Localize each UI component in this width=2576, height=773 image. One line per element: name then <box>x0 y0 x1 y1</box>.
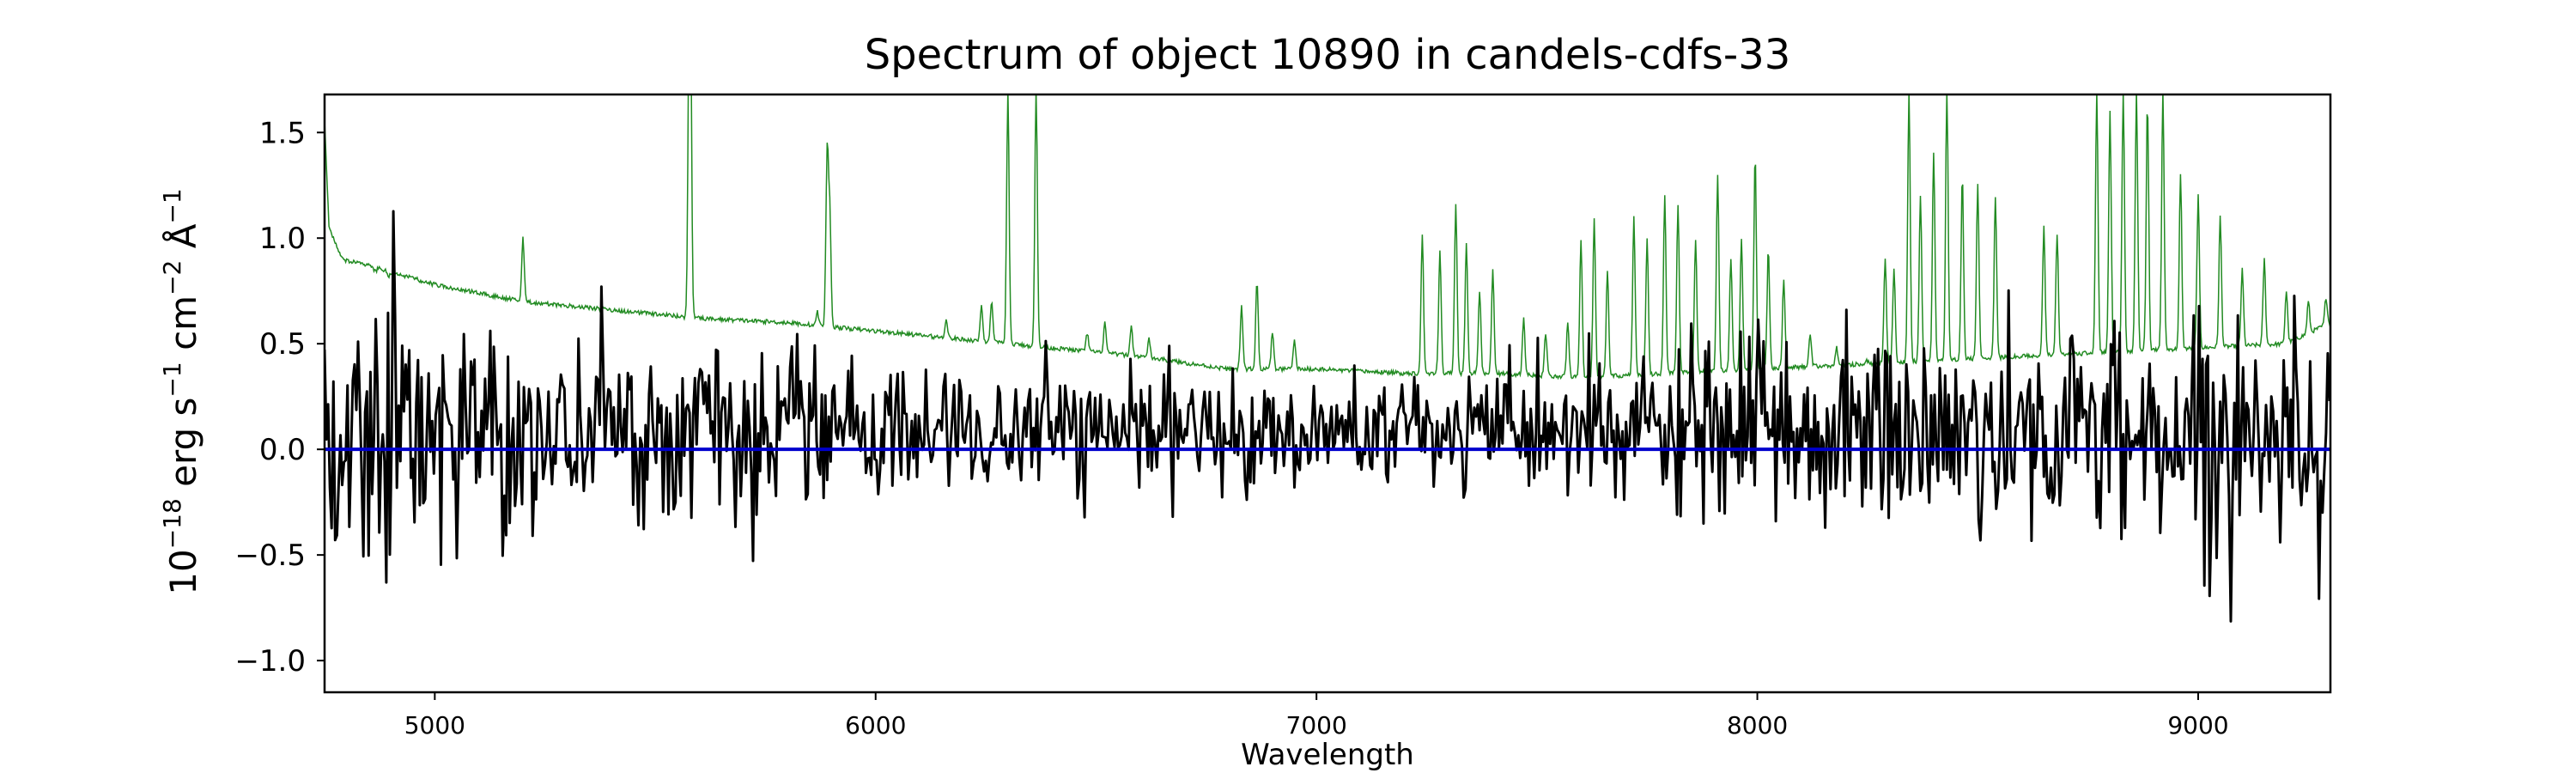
flux-spectrum-line <box>325 210 2330 623</box>
y-axis-label: 10−18 erg s−1 cm−2 Å−1 <box>158 188 204 594</box>
x-tick-label: 8000 <box>1727 711 1788 740</box>
ylabel-exp1: −18 <box>158 498 186 549</box>
ylabel-unit2: cm <box>162 295 204 362</box>
x-tick-label: 6000 <box>845 711 906 740</box>
y-tick-label: 1.5 <box>259 116 306 150</box>
ylabel-exp4: −1 <box>158 188 186 223</box>
ylabel-unit3: Å <box>161 223 204 259</box>
y-tick-label: −1.0 <box>234 644 306 679</box>
svg-text:10−18 erg s−1 cm−2 Å−1: 10−18 erg s−1 cm−2 Å−1 <box>158 188 204 594</box>
y-tick-label: −0.5 <box>234 539 306 573</box>
x-tick-label: 5000 <box>404 711 465 740</box>
plot-frame <box>323 93 2332 694</box>
chart-title: Spectrum of object 10890 in candels-cdfs… <box>865 31 1791 79</box>
ylabel-exp2: −1 <box>158 362 186 397</box>
x-axis-label: Wavelength <box>1241 738 1414 772</box>
ylabel-exp3: −2 <box>158 260 186 295</box>
x-tick-label: 7000 <box>1286 711 1347 740</box>
y-tick-label: 0.0 <box>259 433 306 467</box>
x-tick-label: 9000 <box>2167 711 2228 740</box>
ylabel-base: 10 <box>162 549 204 594</box>
error-spectrum-line <box>325 94 2330 380</box>
y-tick-label: 1.0 <box>259 222 306 256</box>
ylabel-unit1: erg s <box>162 398 204 499</box>
y-tick-label: 0.5 <box>259 327 306 362</box>
